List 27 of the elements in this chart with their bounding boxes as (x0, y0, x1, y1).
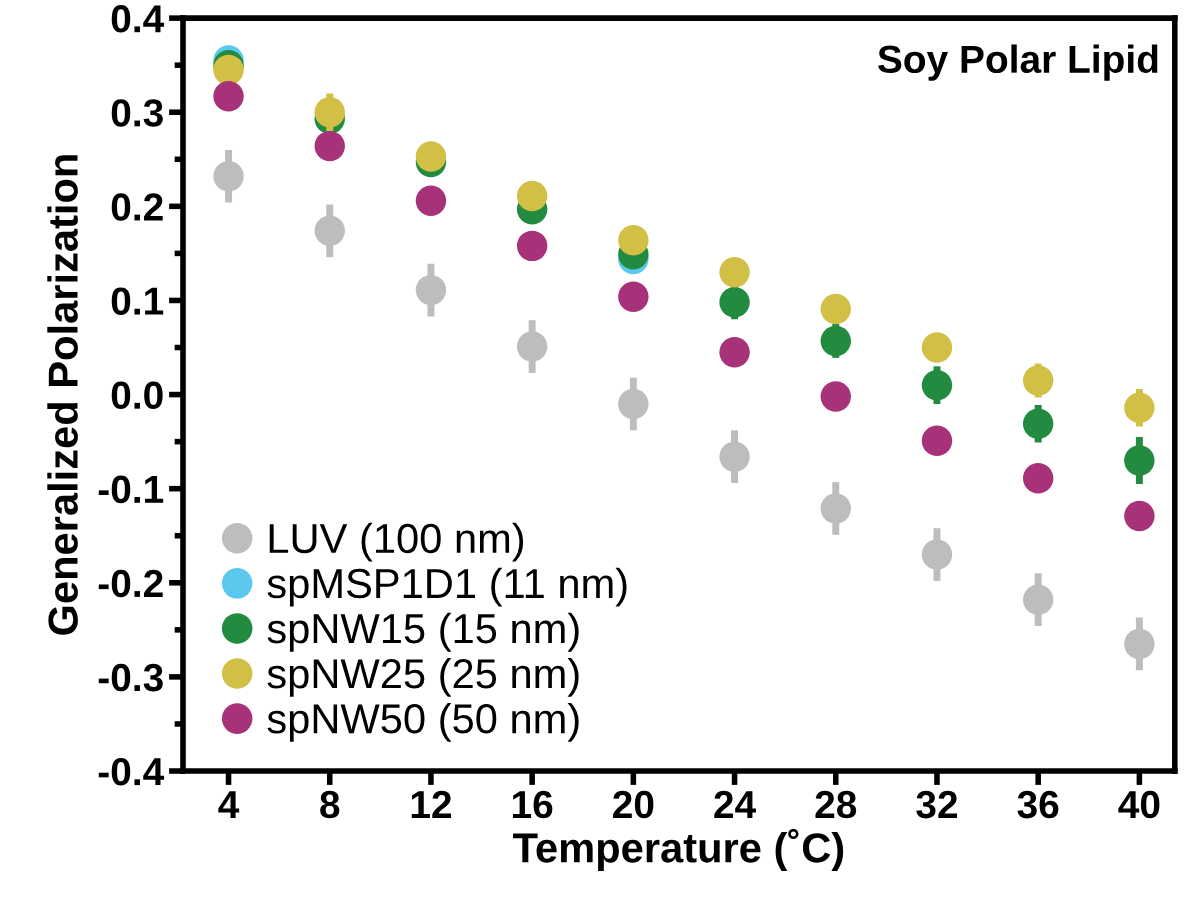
y-axis-title: Generalized Polarization (47, 155, 78, 635)
text: Soy Polar Lipid (877, 44, 1158, 81)
y-tick-label: -0.1 (98, 475, 164, 504)
x-tick-label: 36 (1017, 790, 1059, 819)
y-tick-label: 0.0 (111, 381, 163, 410)
y-tick-label: 0.4 (111, 5, 165, 33)
legend-label: spMSP1D1 (11 nm) (267, 567, 627, 607)
x-tick-label: 16 (512, 790, 553, 819)
x-tick-label: 20 (613, 790, 654, 819)
y-tick-label: 0.3 (111, 99, 163, 127)
x-axis-title: Temperature (˚C) (513, 828, 844, 871)
x-tick-label: 24 (714, 790, 756, 818)
y-tick-label: 0.2 (111, 193, 163, 221)
y-tick-label: 0.1 (111, 287, 164, 315)
x-tick-label: 40 (1118, 790, 1160, 819)
legend-label: spNW15 (15 nm) (267, 612, 579, 652)
legend-label: spNW25 (25 nm) (267, 657, 579, 697)
legend-label: LUV (100 nm) (269, 522, 524, 562)
x-tick-label: 12 (411, 790, 452, 818)
y-tick-label: -0.3 (98, 663, 163, 692)
y-tick-label: -0.4 (98, 757, 165, 786)
x-tick-label: 4 (218, 791, 240, 818)
x-tick-label: 32 (916, 790, 958, 819)
y-tick-label: -0.2 (98, 569, 163, 598)
x-tick-label: 28 (815, 790, 857, 819)
legend-label: spNW50 (50 nm) (267, 703, 579, 742)
x-tick-label: 8 (320, 790, 340, 819)
